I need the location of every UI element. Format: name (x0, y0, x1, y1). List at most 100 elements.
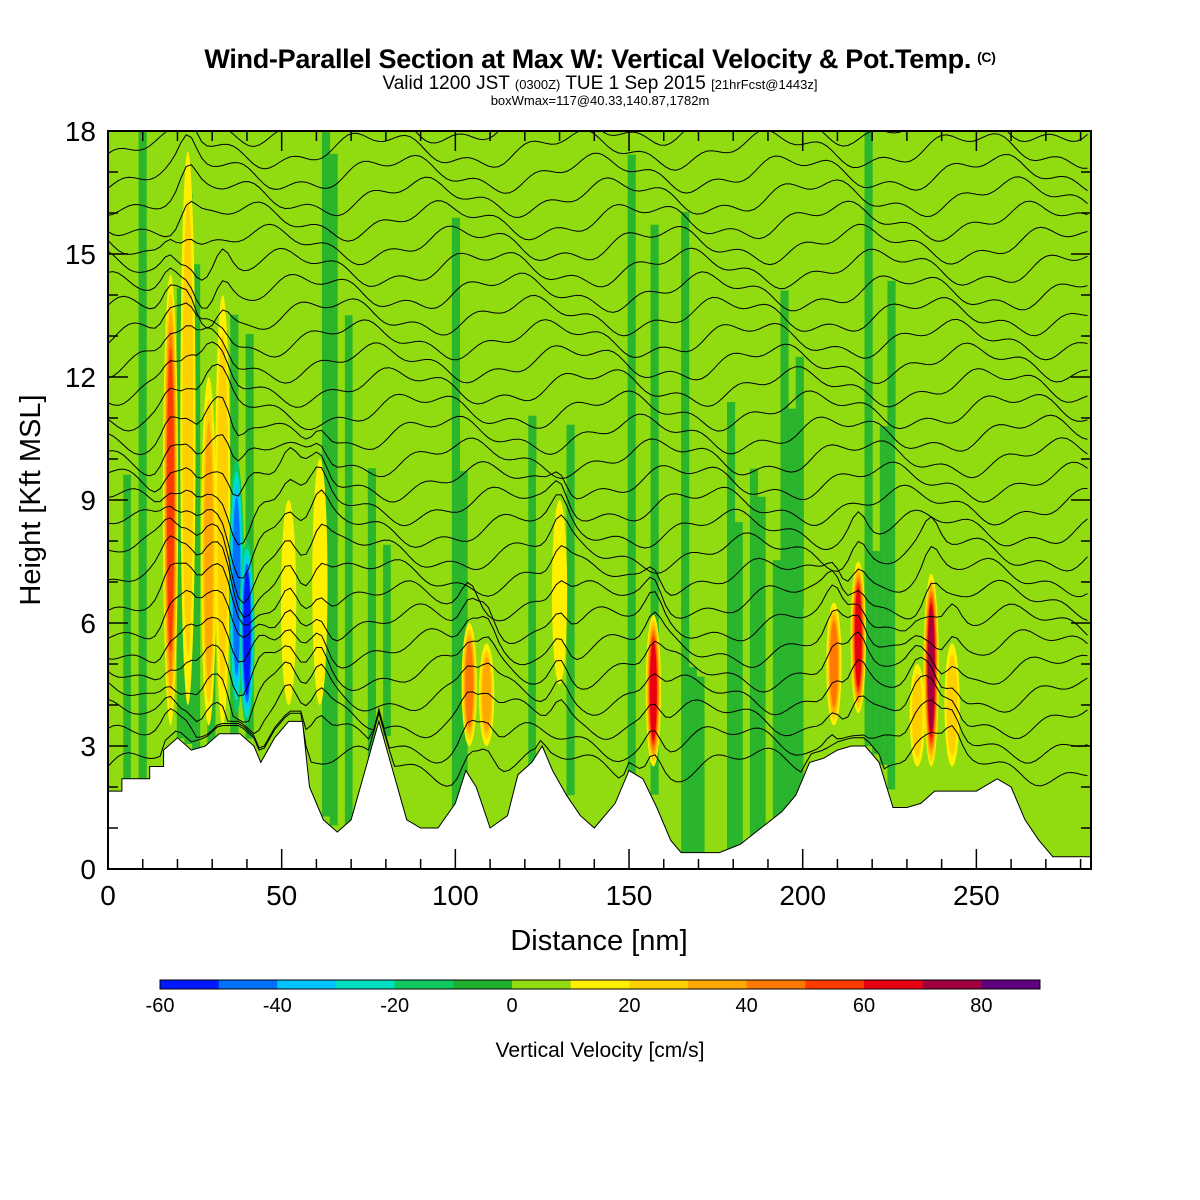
theta-contour (108, 631, 1088, 697)
colorbar-label: 20 (618, 995, 640, 1017)
colorbar-label: 60 (853, 995, 875, 1017)
field-band (788, 408, 797, 805)
colorbar-swatch (629, 980, 689, 989)
colorbar-swatch (688, 980, 747, 989)
field-band (390, 208, 399, 764)
velocity-core (854, 587, 862, 687)
field-band (413, 408, 422, 824)
x-tick-label: 250 (953, 880, 1000, 911)
forecast-info: [21hrFcst@1443z] (711, 77, 818, 92)
field-band (566, 424, 575, 796)
field-band (153, 439, 162, 767)
field-band (864, 131, 873, 747)
box-wmax-line: boxWmax=117@40.33,140.87,1782m (490, 93, 710, 108)
field-band (696, 676, 705, 853)
x-tick-label: 50 (266, 880, 297, 911)
velocity-core (217, 333, 229, 687)
field-band (543, 191, 552, 750)
field-band (780, 290, 789, 813)
field-band (130, 324, 140, 779)
field-band (535, 468, 545, 756)
field-band (123, 474, 132, 779)
colorbar-swatch (277, 980, 337, 989)
velocity-core (830, 620, 838, 708)
colorbar-frame (159, 979, 1041, 990)
theta-contour (108, 363, 1088, 432)
field-band (627, 154, 636, 774)
theta-contours (108, 131, 1088, 787)
field-band (650, 224, 659, 795)
field-band (329, 153, 338, 826)
theta-contour (108, 134, 1088, 194)
field-band (887, 280, 896, 790)
terrain (108, 719, 1091, 869)
valid-date: TUE 1 Sep 2015 (565, 73, 706, 94)
x-tick-label: 200 (779, 880, 826, 911)
field-band (245, 333, 254, 739)
theta-contour (108, 247, 1088, 290)
colorbar-swatch (864, 980, 923, 989)
valid-utc: (0300Z) (514, 77, 561, 92)
theta-contour (108, 223, 1088, 266)
colorbar: -60 -40 -20 0 20 40 60 80 (146, 979, 1041, 1017)
theta-contour (108, 674, 1088, 740)
field-band (879, 426, 888, 765)
field-band (192, 264, 201, 750)
theta-contour (108, 711, 1088, 787)
theta-contour (108, 164, 1088, 218)
theta-contour (108, 609, 1088, 669)
colorbar-swatch (453, 980, 513, 989)
colorbar-label: -60 (146, 995, 175, 1017)
y-tick-label: 18 (65, 116, 96, 147)
colorbar-label: -40 (263, 995, 292, 1017)
theta-contour (108, 535, 1088, 618)
theta-contour (108, 284, 1088, 337)
chart-title-text: Wind-Parallel Section at Max W: Vertical… (204, 44, 972, 74)
field-band (688, 667, 697, 853)
colorbar-swatch (394, 980, 454, 989)
colorbar-swatch (336, 980, 395, 989)
velocity-core (465, 641, 474, 728)
field-band (856, 375, 866, 746)
field-band (459, 471, 468, 791)
chart-title: Wind-Parallel Section at Max W: Vertical… (0, 44, 1200, 75)
velocity-core (649, 641, 657, 741)
valid-prefix: Valid 1200 JST (382, 73, 510, 94)
copyright-mark: (C) (977, 49, 996, 65)
theta-contour (108, 584, 1088, 645)
field-band (749, 468, 759, 837)
y-tick-label: 6 (80, 608, 96, 639)
field-band (444, 503, 453, 820)
theta-contour (108, 341, 1088, 408)
velocity-core (182, 201, 194, 656)
y-tick-label: 3 (80, 731, 96, 762)
colorbar-swatch (160, 980, 219, 989)
field-band (581, 601, 590, 817)
theta-contour (108, 466, 1088, 546)
theta-contour (108, 514, 1088, 605)
field-band (994, 330, 1003, 781)
field-band (138, 131, 147, 779)
field-band (451, 217, 461, 809)
velocity-core (928, 608, 935, 732)
velocity-core (280, 500, 297, 705)
theta-contour (108, 325, 1088, 384)
velocity-core (946, 654, 958, 756)
field-band (772, 560, 781, 819)
colorbar-swatch (981, 980, 1041, 989)
terrain-profile (108, 719, 1091, 869)
axis-ticks: 0 50 100 150 200 250 0 3 6 9 12 15 18 (65, 116, 1091, 911)
theta-contour (108, 562, 1088, 626)
x-tick-label: 0 (100, 880, 116, 911)
y-tick-label: 12 (65, 362, 96, 393)
field-band (344, 315, 354, 826)
velocity-core (911, 673, 923, 758)
theta-contour (108, 200, 1088, 242)
theta-contour (108, 267, 1088, 313)
field-band (734, 522, 743, 847)
field-band (681, 211, 690, 853)
field-band (352, 215, 361, 815)
field-band (321, 131, 331, 817)
theta-contour (108, 434, 1088, 480)
